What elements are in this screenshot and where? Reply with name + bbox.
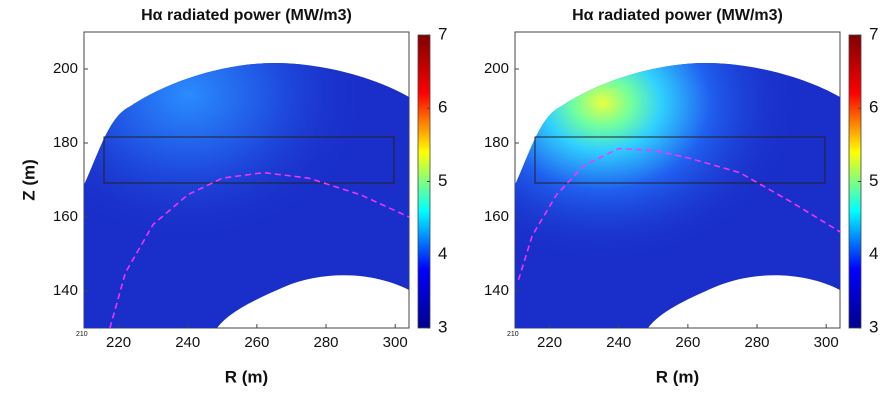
colorbar-tick-label: 5: [869, 171, 878, 190]
chart-title: Hα radiated power (MW/m3): [572, 7, 783, 24]
x-tick-label: 220: [537, 334, 562, 351]
x-tick-label: 280: [314, 334, 339, 351]
colorbar-tick-label: 7: [869, 24, 878, 43]
chart-title: Hα radiated power (MW/m3): [141, 7, 352, 24]
heatmap-glow: [84, 62, 409, 328]
x-axis-label: R (m): [225, 367, 268, 386]
boundary-line: [109, 171, 410, 329]
y-tick-label: 200: [484, 60, 509, 77]
y-axis-label: Z (m): [19, 159, 38, 201]
y-tick-label: 140: [53, 282, 78, 299]
y-tick-label: 180: [484, 134, 509, 151]
corner-label: 210: [507, 331, 519, 338]
y-tick-label: 180: [53, 134, 78, 151]
colorbar-tick-label: 4: [869, 244, 878, 263]
y-tick-label: 140: [484, 282, 509, 299]
colorbar-tick-label: 7: [438, 24, 447, 43]
x-tick-label: 280: [745, 334, 770, 351]
x-tick-label: 240: [606, 334, 631, 351]
region-box: [103, 136, 395, 184]
colorbar-tick-label: 4: [438, 244, 447, 263]
y-tick-label: 200: [53, 60, 78, 77]
colorbar-tick-label: 6: [869, 98, 878, 117]
heatmap-glow: [515, 62, 840, 328]
x-tick-label: 240: [175, 334, 200, 351]
corner-label: 210: [76, 331, 88, 338]
boundary-line: [517, 147, 841, 281]
x-tick-label: 220: [106, 334, 131, 351]
x-tick-label: 300: [383, 334, 408, 351]
x-axis-label: R (m): [656, 367, 699, 386]
colorbar-tick-label: 5: [438, 171, 447, 190]
y-tick-label: 160: [484, 208, 509, 225]
colorbar-tick-label: 3: [438, 317, 447, 336]
colorbar-tick-label: 3: [869, 317, 878, 336]
region-box: [534, 136, 826, 184]
x-tick-label: 260: [675, 334, 700, 351]
y-tick-label: 160: [53, 208, 78, 225]
colorbar-tick-label: 6: [438, 98, 447, 117]
x-tick-label: 300: [814, 334, 839, 351]
x-tick-label: 260: [244, 334, 269, 351]
